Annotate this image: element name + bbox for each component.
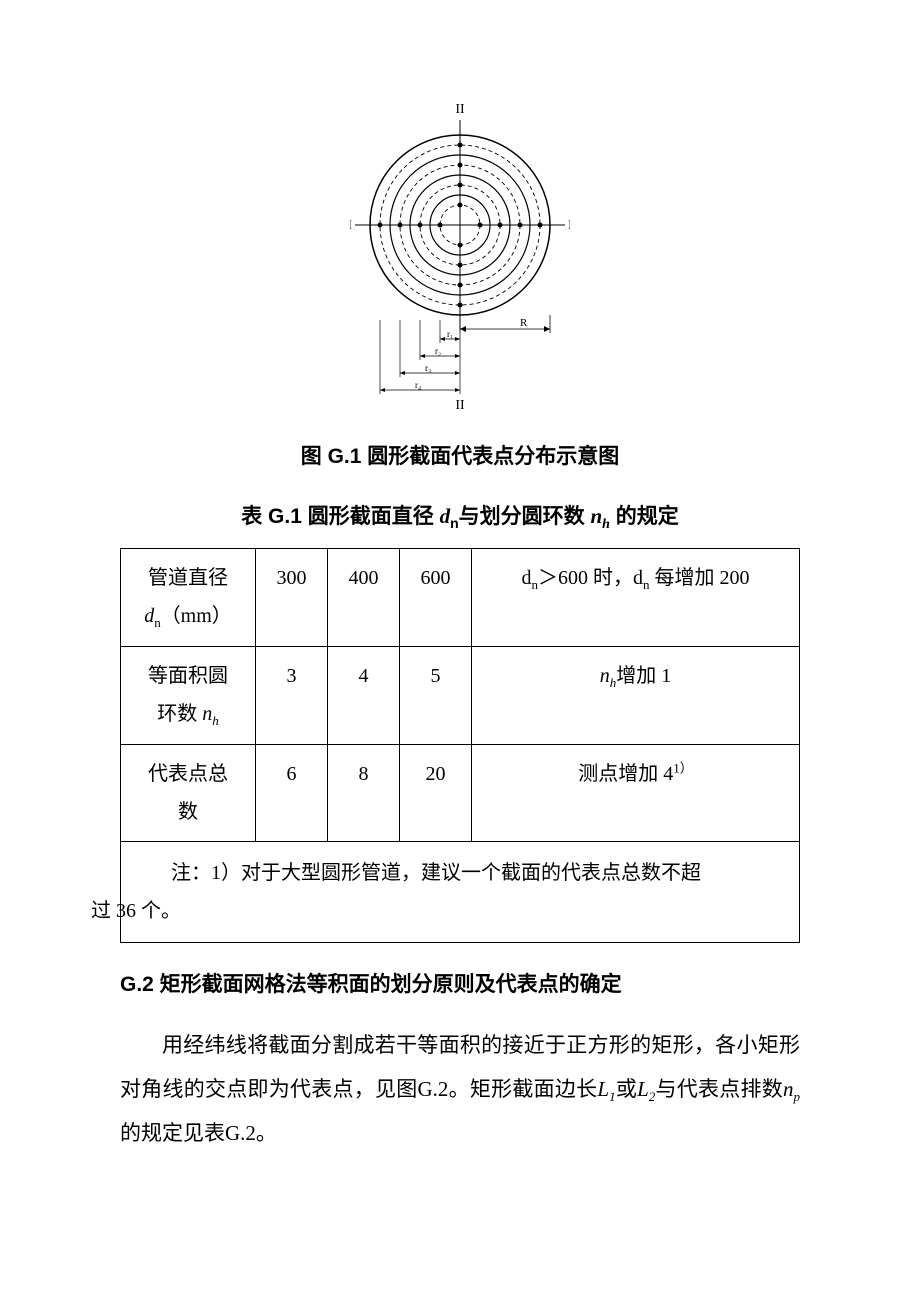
r2-c1: 3	[256, 646, 328, 744]
r1c4-sf: 每增加 200	[650, 567, 750, 589]
table-caption: 表 G.1 圆形截面直径 dn与划分圆环数 nh 的规定	[120, 500, 800, 533]
section-heading: G.2 矩形截面网格法等积面的划分原则及代表点的确定	[120, 968, 800, 998]
r2c4-v: n	[600, 665, 610, 687]
diagram-svg: II I I R r₁ r₂	[350, 100, 570, 410]
dim-r3: r₃	[425, 363, 431, 373]
r2-l2p: 环数	[157, 703, 202, 725]
label-right: I	[568, 218, 570, 233]
r1-unit: （mm）	[161, 605, 232, 627]
note-l2: 过 36 个。	[131, 892, 181, 930]
r3-c4: 测点增加 41）	[472, 744, 800, 841]
label-bottom: II	[455, 398, 465, 410]
tc-var2: n	[590, 504, 602, 528]
p1-m1: 或	[616, 1077, 638, 1101]
p1-v3: n	[783, 1077, 794, 1101]
r3c4-sup: 1）	[673, 760, 693, 775]
r1-l1: 管道直径	[148, 567, 228, 589]
r3-c1: 6	[256, 744, 328, 841]
row1-label: 管道直径 dn（mm）	[121, 549, 256, 647]
r2-l1: 等面积圆	[148, 665, 228, 687]
r2-c2: 4	[328, 646, 400, 744]
r2-c3: 5	[400, 646, 472, 744]
table-note: 注：1）对于大型圆形管道，建议一个截面的代表点总数不超 过 36 个。	[121, 841, 800, 942]
table-note-row: 注：1）对于大型圆形管道，建议一个截面的代表点总数不超 过 36 个。	[121, 841, 800, 942]
r2-var: n	[202, 703, 212, 725]
r3-c2: 8	[328, 744, 400, 841]
tc-var1-sub: n	[450, 515, 459, 531]
r1-c1: 300	[256, 549, 328, 647]
figure-caption: 图 G.1 圆形截面代表点分布示意图	[120, 440, 800, 470]
table-row: 代表点总 数 6 8 20 测点增加 41）	[121, 744, 800, 841]
dim-R: R	[520, 317, 528, 329]
label-left: I	[350, 218, 352, 233]
r1-var: d	[144, 605, 154, 627]
r1-c2: 400	[328, 549, 400, 647]
r3-l1: 代表点总	[148, 763, 228, 785]
tc-suffix: 的规定	[610, 505, 679, 528]
r3-c3: 20	[400, 744, 472, 841]
r1c4-m: ＞600 时，d	[538, 567, 643, 589]
table-row: 管道直径 dn（mm） 300 400 600 dn＞600 时，dn 每增加 …	[121, 549, 800, 647]
circular-section-diagram: II I I R r₁ r₂	[120, 100, 800, 410]
dim-r4: r₄	[415, 380, 421, 390]
p1-m2: 与代表点排数	[655, 1077, 783, 1101]
r2c4-sf: 增加 1	[616, 665, 671, 687]
tc-prefix: 表 G.1 圆形截面直径	[241, 505, 439, 528]
dim-r2: r₂	[435, 346, 441, 356]
table-row: 等面积圆 环数 nh 3 4 5 nh增加 1	[121, 646, 800, 744]
label-top: II	[455, 102, 465, 117]
p1-s3: p	[794, 1089, 801, 1104]
r1-c3: 600	[400, 549, 472, 647]
r1-c4: dn＞600 时，dn 每增加 200	[472, 549, 800, 647]
r3c4-p: 测点增加 4	[578, 763, 673, 785]
r1c4-p: d	[522, 567, 532, 589]
tc-mid: 与划分圆环数	[459, 505, 591, 528]
row3-label: 代表点总 数	[121, 744, 256, 841]
r2-sub: h	[212, 713, 219, 728]
tc-var2-sub: h	[602, 517, 610, 532]
row2-label: 等面积圆 环数 nh	[121, 646, 256, 744]
r2-c4: nh增加 1	[472, 646, 800, 744]
dim-r1: r₁	[447, 329, 453, 339]
note-l1: 注：1）对于大型圆形管道，建议一个截面的代表点总数不超	[171, 862, 701, 884]
r3-l2: 数	[178, 801, 198, 823]
data-table: 管道直径 dn（mm） 300 400 600 dn＞600 时，dn 每增加 …	[120, 548, 800, 942]
p1-v2: L	[637, 1077, 649, 1101]
p1-sf: 的规定见表G.2。	[120, 1121, 277, 1145]
p1-v1: L	[597, 1077, 609, 1101]
tc-var1: d	[440, 504, 451, 528]
body-paragraph: 用经纬线将截面分割成若干等面积的接近于正方形的矩形，各小矩形对角线的交点即为代表…	[120, 1023, 800, 1155]
